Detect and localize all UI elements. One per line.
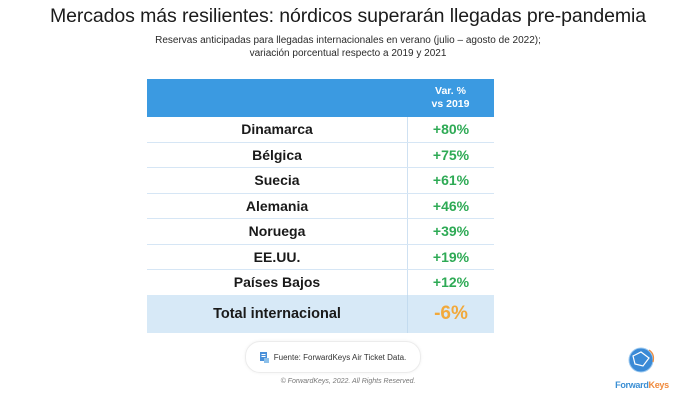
table-row: Noruega +39% [147, 219, 494, 245]
header-variation-cell: Var. % vs 2019 [407, 79, 494, 117]
globe-icon [628, 347, 655, 373]
header-line-1: Var. % [435, 85, 466, 97]
table-row: Bélgica +75% [147, 142, 494, 168]
subtitle-line-2: variación porcentual respecto a 2019 y 2… [249, 48, 447, 59]
source-note: Fuente: ForwardKeys Air Ticket Data. [245, 341, 421, 373]
value-cell: +39% [432, 223, 470, 239]
value-cell: +80% [432, 121, 470, 137]
logo-part-1: Forward [615, 380, 649, 390]
page-title: Mercados más resilientes: nórdicos super… [49, 5, 647, 27]
total-row: Total internacional -6% [147, 294, 494, 333]
value-cell: +61% [432, 172, 470, 188]
table-row: Suecia +61% [147, 168, 494, 194]
value-cell: +75% [432, 146, 470, 163]
value-cell: +19% [432, 248, 470, 265]
table-row: Países Bajos +12% [147, 270, 494, 295]
table-row: EE.UU. +19% [147, 244, 494, 270]
country-cell: EE.UU. [147, 244, 408, 269]
total-label: Total internacional [147, 294, 408, 333]
logo-text: ForwardKeys [612, 380, 672, 390]
document-icon [259, 351, 269, 363]
copyright: © ForwardKeys, 2022. All Rights Reserved… [280, 378, 416, 385]
country-cell: Suecia [147, 168, 408, 193]
value-cell: +12% [432, 274, 470, 290]
results-table: Var. % vs 2019 Dinamarca +80% Bélgica +7… [147, 79, 494, 333]
total-value: -6% [434, 302, 468, 324]
table-row: Dinamarca +80% [147, 117, 494, 143]
header-line-2: vs 2019 [431, 98, 470, 110]
page-subtitle: Reservas anticipadas para llegadas inter… [0, 34, 696, 60]
country-cell: Bélgica [147, 142, 408, 167]
logo-part-2: Keys [648, 380, 670, 390]
value-cell: +46% [432, 197, 470, 214]
subtitle-line-1: Reservas anticipadas para llegadas inter… [155, 35, 541, 46]
forwardkeys-logo: ForwardKeys [612, 346, 672, 392]
table-header: Var. % vs 2019 [147, 79, 494, 117]
country-cell: Noruega [147, 219, 408, 244]
country-cell: Alemania [147, 193, 408, 218]
country-cell: Países Bajos [147, 270, 408, 295]
source-text: Fuente: ForwardKeys Air Ticket Data. [273, 352, 407, 362]
table-row: Alemania +46% [147, 193, 494, 219]
header-empty-cell [147, 79, 407, 117]
country-cell: Dinamarca [147, 117, 408, 142]
